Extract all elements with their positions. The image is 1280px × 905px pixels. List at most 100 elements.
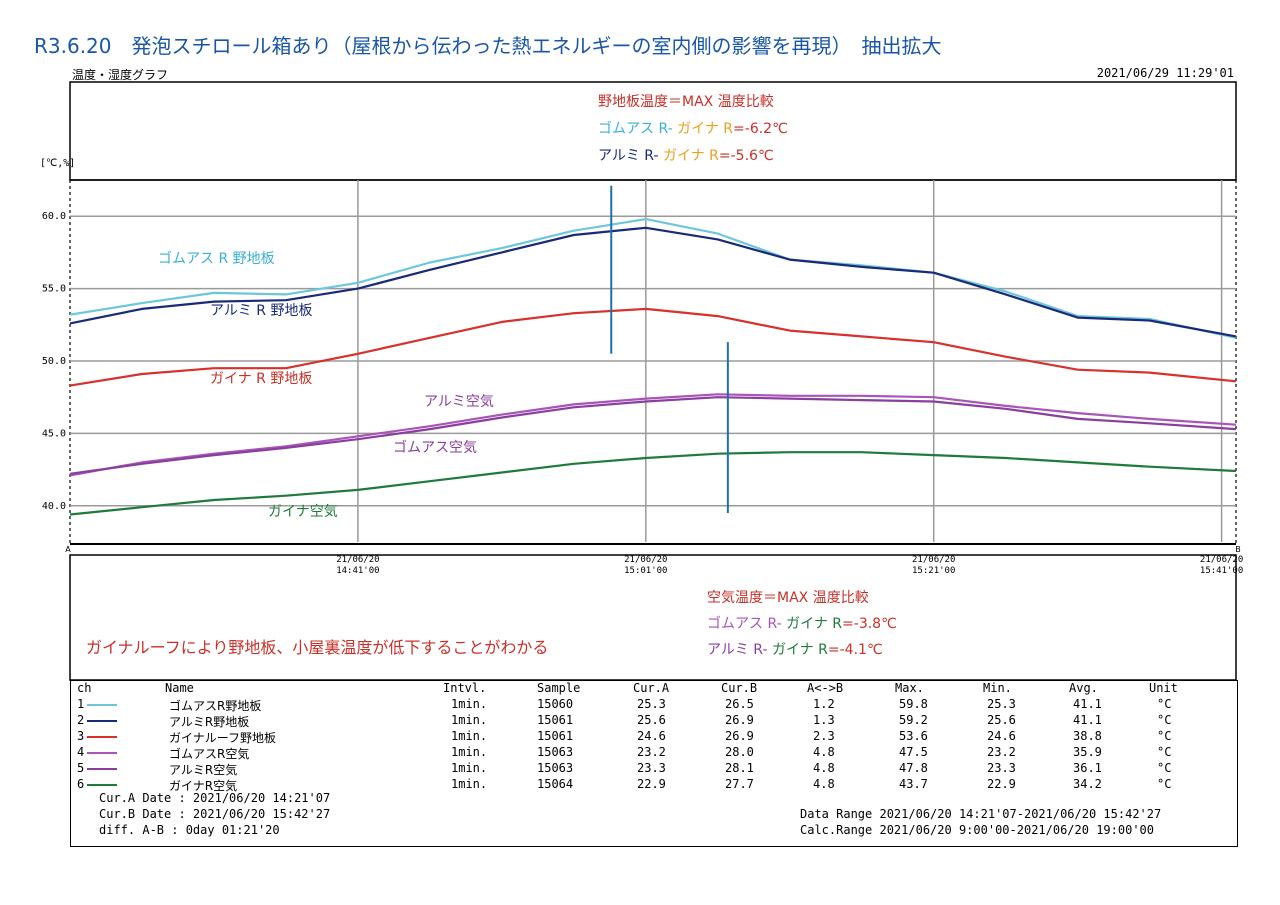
x-tick-date: 21/06/20 bbox=[336, 555, 379, 565]
cell-name: ゴムアスR空気 bbox=[169, 747, 250, 761]
cell-min: 24.6 bbox=[987, 729, 1016, 743]
cell-intvl: 1min. bbox=[451, 761, 488, 775]
roof-line2-part-c: =-5.6℃ bbox=[719, 148, 774, 164]
cell-cur_a: 23.2 bbox=[637, 745, 666, 759]
series-label-4: アルミ空気 bbox=[424, 394, 494, 410]
cell-intvl: 1min. bbox=[451, 745, 488, 759]
cell-name: ガイナルーフ野地板 bbox=[169, 731, 277, 745]
x-tick-time: 15:01'00 bbox=[624, 566, 667, 576]
cell-max: 47.8 bbox=[899, 761, 928, 775]
air-compare-line1: ゴムアス R- ガイナ R=-3.8℃ bbox=[707, 615, 897, 632]
print-timestamp: 2021/06/29 11:29'01 bbox=[1096, 66, 1234, 80]
cursor-a-label: A bbox=[65, 545, 71, 554]
cell-sample: 15064 bbox=[537, 777, 574, 791]
cell-min: 25.6 bbox=[987, 713, 1016, 727]
cell-intvl: 1min. bbox=[451, 729, 488, 743]
cell-avg: 41.1 bbox=[1073, 697, 1102, 711]
cell-avg: 35.9 bbox=[1073, 745, 1102, 759]
x-tick-time: 15:21'00 bbox=[912, 566, 955, 576]
y-tick-label: 45.0 bbox=[42, 428, 66, 439]
y-tick-label: 50.0 bbox=[42, 356, 66, 367]
series-swatch bbox=[87, 720, 117, 722]
y-tick-label: 55.0 bbox=[42, 284, 66, 295]
x-tick-time: 15:41'00 bbox=[1200, 566, 1243, 576]
cell-name: ガイナR空気 bbox=[169, 779, 238, 793]
col-header-avg: Avg. bbox=[1069, 681, 1098, 695]
series-line-1 bbox=[69, 218, 1237, 339]
cell-ch: 3 bbox=[77, 729, 85, 743]
cell-cur_a: 25.3 bbox=[637, 697, 666, 711]
col-header-cur-b: Cur.B bbox=[721, 681, 758, 695]
y-tick-label: 60.0 bbox=[42, 211, 66, 222]
cell-unit: °C bbox=[1157, 713, 1172, 727]
series-swatch bbox=[87, 736, 117, 738]
roof-line2-part-b: ガイナ R bbox=[659, 148, 720, 164]
cell-ab: 4.8 bbox=[813, 745, 835, 759]
air-line2-part-c: =-4.1℃ bbox=[828, 642, 883, 658]
cell-cur_b: 27.7 bbox=[725, 777, 754, 791]
table-row: 2 1min. 15061 25.6 26.9 1.3 59.2 25.6 41.1 °C アルミR… bbox=[71, 713, 1237, 729]
cell-max: 53.6 bbox=[899, 729, 928, 743]
series-swatch bbox=[87, 768, 117, 770]
col-header-a-b: A<->B bbox=[807, 681, 844, 695]
conclusion-text: ガイナルーフにより野地板、小屋裏温度が低下することがわかる bbox=[86, 638, 548, 657]
cell-sample: 15061 bbox=[537, 729, 574, 743]
table-row: 3 1min. 15061 24.6 26.9 2.3 53.6 24.6 38.8 °C ガイナル… bbox=[71, 729, 1237, 745]
x-tick-date: 21/06/20 bbox=[1200, 555, 1243, 565]
air-line1-part-b: ガイナ R bbox=[782, 616, 843, 632]
cell-avg: 38.8 bbox=[1073, 729, 1102, 743]
cell-unit: °C bbox=[1157, 745, 1172, 759]
col-header-sample: Sample bbox=[537, 681, 581, 695]
cell-cur_a: 24.6 bbox=[637, 729, 666, 743]
cell-cur_b: 26.5 bbox=[725, 697, 754, 711]
table-row: 1 1min. 15060 25.3 26.5 1.2 59.8 25.3 41.1 °C ゴムアス… bbox=[71, 697, 1237, 713]
col-header-cur-a: Cur.A bbox=[633, 681, 670, 695]
cell-cur_a: 23.3 bbox=[637, 761, 666, 775]
cell-min: 22.9 bbox=[987, 777, 1016, 791]
calc-range: Calc.Range 2021/06/20 9:00'00-2021/06/20… bbox=[800, 823, 1155, 837]
cell-ab: 1.3 bbox=[813, 713, 835, 727]
diff-a-b: diff. A-B : 0day 01:21'20 bbox=[99, 823, 280, 837]
cell-avg: 36.1 bbox=[1073, 761, 1102, 775]
series-label-1: ゴムアス R 野地板 bbox=[158, 250, 275, 267]
cell-unit: °C bbox=[1157, 777, 1172, 791]
cell-ch: 2 bbox=[77, 713, 85, 727]
cell-sample: 15063 bbox=[537, 745, 574, 759]
cell-avg: 41.1 bbox=[1073, 713, 1102, 727]
unit-label: [℃,%] bbox=[40, 158, 75, 169]
air-compare-line2: アルミ R- ガイナ R=-4.1℃ bbox=[707, 642, 883, 658]
cell-sample: 15060 bbox=[537, 697, 574, 711]
col-header-intvl: Intvl. bbox=[443, 681, 487, 695]
graph-subtitle: 温度・湿度グラフ bbox=[72, 68, 169, 82]
roof-compare-line1: ゴムアス R- ガイナ R=-6.2℃ bbox=[598, 120, 788, 137]
cell-min: 23.3 bbox=[987, 761, 1016, 775]
cell-sample: 15061 bbox=[537, 713, 574, 727]
cell-intvl: 1min. bbox=[451, 697, 488, 711]
cell-cur_a: 22.9 bbox=[637, 777, 666, 791]
cell-name: アルミR野地板 bbox=[169, 715, 250, 729]
channel-table: ch Name Intvl. Sample Cur.A Cur.B A<->B … bbox=[70, 680, 1238, 847]
series-line-5 bbox=[69, 396, 1237, 475]
roof-line1-part-a: ゴムアス R- bbox=[598, 120, 673, 137]
cell-sample: 15063 bbox=[537, 761, 574, 775]
table-row: 5 1min. 15063 23.3 28.1 4.8 47.8 23.3 36.1 °C アルミR… bbox=[71, 761, 1237, 777]
series-swatch bbox=[87, 752, 117, 754]
cell-unit: °C bbox=[1157, 697, 1172, 711]
cur-a-date: Cur.A Date : 2021/06/20 14:21'07 bbox=[99, 791, 331, 805]
series-line-4 bbox=[69, 393, 1237, 477]
cell-max: 43.7 bbox=[899, 777, 928, 791]
cell-avg: 34.2 bbox=[1073, 777, 1102, 791]
col-header-max: Max. bbox=[895, 681, 924, 695]
col-header-min: Min. bbox=[983, 681, 1012, 695]
cell-ab: 4.8 bbox=[813, 777, 835, 791]
cell-unit: °C bbox=[1157, 729, 1172, 743]
x-tick-time: 14:41'00 bbox=[336, 566, 379, 576]
air-line2-part-a: アルミ R- bbox=[707, 642, 768, 658]
cell-ab: 4.8 bbox=[813, 761, 835, 775]
cell-ch: 1 bbox=[77, 697, 85, 711]
col-header-name: Name bbox=[165, 681, 194, 695]
cur-b-date: Cur.B Date : 2021/06/20 15:42'27 bbox=[99, 807, 331, 821]
cell-max: 47.5 bbox=[899, 745, 928, 759]
series-line-2 bbox=[69, 226, 1237, 338]
